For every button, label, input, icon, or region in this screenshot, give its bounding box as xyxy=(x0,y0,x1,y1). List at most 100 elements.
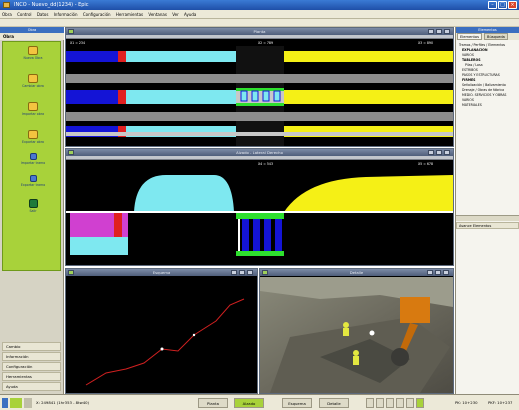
view-icon xyxy=(68,270,74,275)
tree-item[interactable]: MATERIALES xyxy=(462,103,482,107)
tree-item[interactable]: ESTRIBOS xyxy=(462,68,478,72)
pkf-readout: PKF: 10+237 xyxy=(488,400,513,405)
tree-item[interactable]: TABLEROS xyxy=(462,58,481,62)
plan-coord-mid: X2 = 789 xyxy=(258,41,273,45)
section-drawing xyxy=(66,175,453,256)
view-maximize-button[interactable] xyxy=(436,150,442,155)
change-obra-icon xyxy=(28,74,38,83)
status-icon xyxy=(10,398,22,408)
change-obra-tool[interactable]: Cambiar obra xyxy=(17,74,49,104)
import-obra-tool[interactable]: Importar obra xyxy=(17,102,49,132)
esquema-view-button[interactable]: Esquema xyxy=(282,398,312,408)
exit-tool[interactable]: Salir xyxy=(17,199,49,229)
section-view[interactable]: Alzado - Lateral Derecho X4 = 543 X5 = 6… xyxy=(65,148,454,266)
tab-busqueda[interactable]: Búsqueda xyxy=(484,33,508,40)
section-ruler xyxy=(66,156,453,160)
new-obra-tool[interactable]: Nueva Obra xyxy=(17,46,49,76)
left-panel: Obra Obra Nueva Obra Cambiar obra Import… xyxy=(0,27,64,394)
pan-icon[interactable] xyxy=(396,398,404,408)
status-coordinates: X: 249841 (1hr353 - 8tw40) xyxy=(36,400,90,405)
view-maximize-button[interactable] xyxy=(239,270,245,275)
tree-item[interactable]: VARIOS xyxy=(462,53,474,57)
minimize-button[interactable]: – xyxy=(488,1,497,9)
tree-item[interactable]: FIRMES xyxy=(462,78,476,82)
right-panel-tabs: Elementos Búsqueda xyxy=(456,33,519,40)
view-icon xyxy=(262,270,268,275)
export-tramo-tool[interactable]: Exportar tramo xyxy=(17,175,49,205)
section-ayuda[interactable]: Ayuda xyxy=(2,382,61,391)
profile-view-titlebar: Esquema xyxy=(66,269,257,276)
tree-item[interactable]: EXPLANACIÓN xyxy=(462,48,488,52)
menu-item[interactable]: Ayuda xyxy=(184,12,197,17)
section-coord-right: X5 = 678 xyxy=(418,162,433,166)
section-herramientas[interactable]: Herramientas xyxy=(2,372,61,381)
tools-panel: Nueva Obra Cambiar obra Importar obra Ex… xyxy=(2,41,61,271)
zoom-in-icon[interactable] xyxy=(366,398,374,408)
import-obra-icon xyxy=(28,102,38,111)
tree-item[interactable]: VARIOS xyxy=(462,98,474,102)
view-icon xyxy=(68,150,74,155)
tree-item[interactable]: Tramos / Perfiles / Elementos xyxy=(459,43,506,47)
elements-tree: Tramos / Perfiles / Elementos EXPLANACIÓ… xyxy=(459,43,517,108)
close-button[interactable]: × xyxy=(508,1,517,9)
menu-item[interactable]: Configuración xyxy=(82,12,111,17)
export-obra-icon xyxy=(28,130,38,139)
menu-item[interactable]: Herramientas xyxy=(115,12,144,17)
right-panel-header: Elementos xyxy=(456,27,519,33)
detalle-view-button[interactable]: Detalle xyxy=(319,398,349,408)
view-maximize-button[interactable] xyxy=(435,270,441,275)
exit-icon xyxy=(28,199,38,208)
zoom-fit-icon[interactable] xyxy=(386,398,394,408)
menu-item[interactable]: Información xyxy=(53,12,78,17)
maximize-button[interactable]: □ xyxy=(498,1,507,9)
layers-icon[interactable] xyxy=(416,398,424,408)
view-close-button[interactable] xyxy=(444,150,450,155)
photo-view[interactable]: Detalle xyxy=(259,268,454,394)
title-bar: INCO - Nuevo_dd(1234) - Epic – □ × xyxy=(0,0,519,10)
profile-view[interactable]: Esquema xyxy=(65,268,258,394)
section-informacion[interactable]: Información xyxy=(2,352,61,361)
import-tramo-tool[interactable]: Importar tramo xyxy=(17,153,49,183)
view-minimize-button[interactable] xyxy=(427,270,433,275)
export-obra-tool[interactable]: Exportar obra xyxy=(17,130,49,160)
view-minimize-button[interactable] xyxy=(231,270,237,275)
tree-item[interactable]: MEDIO. SERVICIOS Y OBRAS xyxy=(462,93,507,97)
tree-item[interactable]: Drenaje / Obras de fábrica xyxy=(462,88,505,92)
menu-item[interactable]: Control xyxy=(17,12,32,17)
zoom-out-icon[interactable] xyxy=(376,398,384,408)
export-tramo-icon xyxy=(29,175,37,182)
view-maximize-button[interactable] xyxy=(436,29,442,34)
app-icon xyxy=(3,2,10,8)
view-minimize-button[interactable] xyxy=(428,150,434,155)
plan-drawing xyxy=(66,46,453,146)
tree-item[interactable]: PASOS Y ESTRUCTURAS xyxy=(462,73,500,77)
tab-elementos[interactable]: Elementos xyxy=(457,33,482,40)
section-view-titlebar: Alzado - Lateral Derecho xyxy=(66,149,453,156)
section-configuracion[interactable]: Configuración xyxy=(2,362,61,371)
left-panel-section-title[interactable]: Obra xyxy=(0,33,64,40)
left-panel-header: Obra xyxy=(0,27,64,33)
view-minimize-button[interactable] xyxy=(428,29,434,34)
right-panel-scrollbar[interactable] xyxy=(456,215,519,221)
view-close-button[interactable] xyxy=(443,270,449,275)
tree-item[interactable]: Señalización / Balizamiento xyxy=(462,83,506,87)
view-close-button[interactable] xyxy=(444,29,450,34)
menu-item[interactable]: Ver xyxy=(172,12,179,17)
view-close-button[interactable] xyxy=(247,270,253,275)
refresh-icon[interactable] xyxy=(406,398,414,408)
toolbar xyxy=(0,19,519,27)
window-title: INCO - Nuevo_dd(1234) - Epic xyxy=(14,2,89,8)
tree-item[interactable]: Pilas / Losa xyxy=(465,63,483,67)
pk-readout: PK: 10+230 xyxy=(455,400,478,405)
section-cambio[interactable]: Cambio xyxy=(2,342,61,351)
menu-bar: Obra Control Datos Información Configura… xyxy=(0,10,519,19)
menu-item[interactable]: Ventanas xyxy=(148,12,167,17)
photo-view-title: Detalle xyxy=(349,270,364,275)
photo-view-titlebar: Detalle xyxy=(260,269,453,276)
plan-view[interactable]: Planta X1 = 234 X2 = 789 X3 = 890 xyxy=(65,27,454,147)
right-panel: Elementos Elementos Búsqueda Tramos / Pe… xyxy=(455,27,519,394)
menu-item[interactable]: Datos xyxy=(36,12,49,17)
menu-item[interactable]: Obra xyxy=(2,12,12,17)
alzado-view-button[interactable]: Alzado xyxy=(234,398,264,408)
planta-view-button[interactable]: Planta xyxy=(198,398,228,408)
